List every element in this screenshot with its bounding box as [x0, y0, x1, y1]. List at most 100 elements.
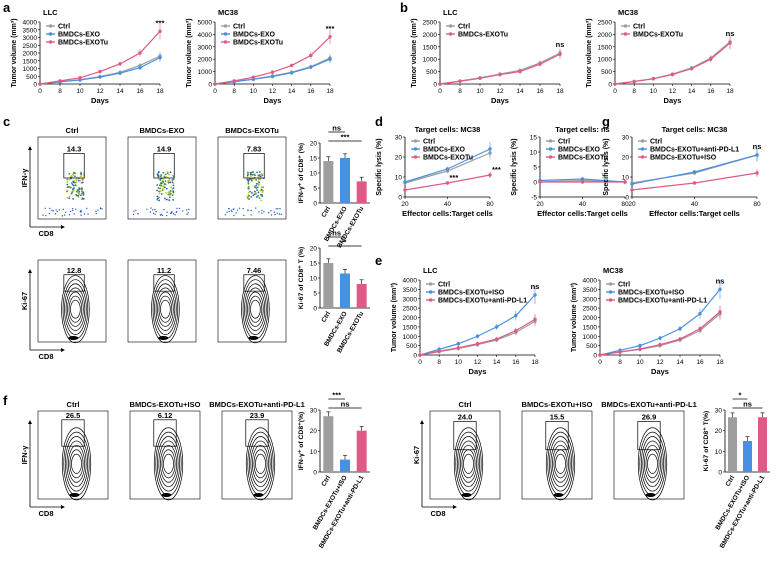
data-point: [456, 346, 461, 350]
flow-event: [68, 197, 71, 200]
flow-event: [71, 183, 74, 186]
flow-contour: [247, 431, 274, 496]
significance-label: ns: [753, 142, 762, 151]
x-axis-label: Effector cells:Target cells: [402, 209, 493, 218]
y-tick-label: 2500: [403, 306, 418, 313]
flow-event: [68, 195, 71, 198]
flow-plot-frame: [613, 410, 685, 500]
flow-contour: [63, 431, 90, 496]
data-point: [456, 342, 461, 346]
data-point: [630, 188, 634, 192]
data-point: [651, 77, 656, 81]
flow-event: [82, 192, 85, 195]
flow-event: [165, 187, 168, 190]
flow-x-label: CD8: [430, 509, 445, 518]
significance-label: ns: [332, 124, 341, 133]
legend-swatch-dot: [48, 32, 53, 36]
data-point: [692, 181, 697, 185]
x-tick-label: 20: [628, 201, 636, 208]
x-tick-label: 80: [753, 201, 761, 208]
flow-group-c_top: Ctrl 14.3 BMDCs-EXO 14.9 BMDCs-EXOTu 7.83 IFN-…: [20, 126, 287, 238]
y-tick-label: 5: [313, 291, 317, 298]
flow-event: [172, 178, 175, 181]
data-point: [475, 334, 480, 338]
flow-event: [159, 175, 162, 178]
y-tick-label: 0: [398, 195, 402, 202]
flow-event: [260, 199, 263, 202]
flow-event: [165, 176, 168, 178]
y-tick-label: 500: [601, 69, 612, 76]
flow-event: [62, 208, 64, 211]
flow-contour: [548, 436, 573, 492]
flow-contour-base: [248, 336, 259, 340]
data-point: [138, 63, 142, 68]
bar: [356, 284, 367, 308]
bar: [340, 273, 350, 308]
panel-label-f: f: [3, 393, 8, 408]
flow-event: [256, 186, 259, 189]
flow-gate: [63, 153, 85, 179]
flow-event: [257, 174, 260, 177]
y-tick-label: 4000: [403, 278, 418, 285]
y-axis-label: Tumor volume (mm³): [571, 283, 578, 352]
data-point: [494, 325, 499, 329]
flow-event: [86, 207, 88, 210]
legend-label: BMDCs-EXOTu: [233, 39, 283, 46]
flow-event: [256, 171, 258, 174]
y-tick-label: 4000: [198, 32, 213, 39]
flow-event: [146, 208, 148, 210]
flow-event: [63, 214, 66, 216]
flow-plot: Ctrl 14.3: [37, 126, 107, 220]
flow-event: [248, 198, 250, 201]
y-tick-label: 0: [718, 470, 722, 477]
flow-contour: [245, 427, 276, 501]
x-tick-label: 12: [669, 88, 677, 95]
flow-event: [70, 182, 73, 184]
data-point: [213, 82, 217, 86]
flow-event: [168, 199, 171, 202]
flow-gate: [637, 421, 661, 451]
x-tick-label: 18: [326, 88, 334, 95]
flow-event: [101, 208, 103, 210]
flow-event: [247, 173, 249, 176]
data-point: [488, 173, 492, 177]
flow-contour: [552, 444, 569, 483]
flow-event: [132, 213, 135, 216]
x-axis-label: Days: [91, 96, 109, 105]
flow-event: [77, 196, 80, 198]
panel-label-c: c: [3, 114, 10, 129]
data-point: [709, 57, 713, 61]
legend-label: BMDCs-EXOTu+anti-PD-L1: [438, 297, 527, 304]
flow-event: [172, 191, 175, 194]
flow-event: [178, 207, 181, 210]
legend-label: Ctrl: [233, 23, 245, 30]
y-tick-label: 15: [530, 135, 538, 142]
x-tick-label: 8: [232, 88, 236, 95]
flow-event: [73, 187, 75, 190]
flow-event: [172, 182, 175, 185]
data-point: [118, 62, 122, 66]
data-point: [289, 71, 294, 75]
y-tick-label: 4000: [23, 20, 38, 27]
flow-plot: BMDCs-EXOTu+anti-PD-L1 26.9: [601, 400, 697, 501]
flow-event: [133, 210, 135, 212]
flow-event: [235, 212, 237, 214]
y-tick-label: 10: [622, 175, 630, 182]
flow-event: [172, 198, 175, 201]
flow-contour: [250, 440, 271, 488]
flow-contour: [70, 299, 81, 319]
legend-swatch-dot: [223, 24, 228, 28]
flow-event: [163, 197, 166, 200]
legend-swatch-dot: [413, 139, 418, 143]
flow-contour: [547, 431, 574, 496]
panel-title: MC38: [618, 8, 638, 17]
flow-event: [267, 211, 270, 214]
flow-event: [255, 184, 257, 187]
legend-label: Ctrl: [618, 281, 630, 288]
y-tick-label: 1500: [598, 44, 613, 51]
data-point: [403, 188, 407, 192]
flow-contour: [247, 291, 264, 327]
data-point: [289, 63, 294, 68]
flow-contour: [253, 449, 268, 479]
